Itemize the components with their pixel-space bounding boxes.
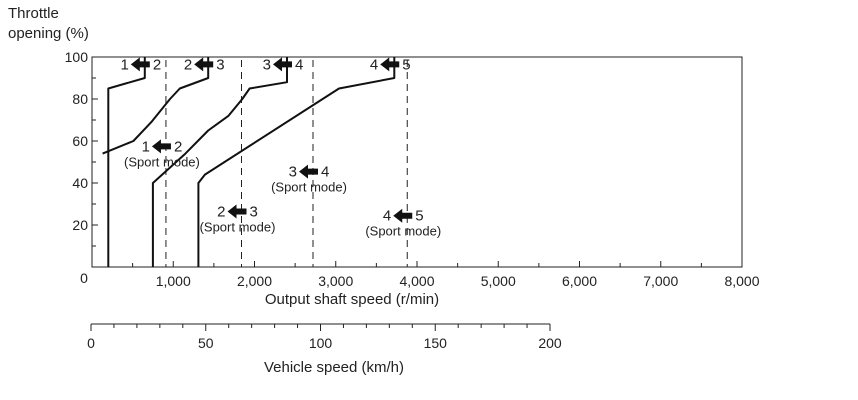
shift-from-label: 1 bbox=[142, 138, 150, 155]
shift-to-label: 3 bbox=[216, 56, 224, 73]
vehicle-tick-label: 200 bbox=[538, 335, 562, 351]
y-axis-label-line1: Throttle bbox=[8, 5, 59, 22]
shift-to-label: 5 bbox=[402, 56, 410, 73]
y-axis-label-line2: opening (%) bbox=[8, 25, 89, 42]
origin-label: 0 bbox=[80, 270, 88, 286]
sport-shift-label: 3 4(Sport mode) bbox=[271, 164, 347, 195]
y-axis: 20 40 60 80 100 bbox=[65, 49, 98, 247]
shift-curve-3 bbox=[151, 57, 288, 267]
sport-mode-text: (Sport mode) bbox=[124, 154, 200, 169]
shift-curves bbox=[102, 57, 396, 267]
vehicle-tick-label: 0 bbox=[87, 335, 95, 351]
x-tick-label: 5,000 bbox=[481, 273, 516, 289]
y-tick-label: 20 bbox=[72, 217, 88, 233]
y-tick-label: 60 bbox=[72, 133, 88, 149]
sport-mode-labels: 1 2(Sport mode)2 3(Sport mode)3 4(Sport mod… bbox=[124, 138, 441, 238]
shift-to-label: 3 bbox=[250, 204, 258, 221]
left-arrow-icon bbox=[380, 57, 400, 72]
sport-mode-text: (Sport mode) bbox=[271, 180, 347, 195]
shift-to-label: 4 bbox=[321, 164, 329, 181]
x-tick-label: 3,000 bbox=[318, 273, 353, 289]
y-tick-label: 100 bbox=[65, 49, 89, 65]
shift-curve-2 bbox=[102, 57, 210, 155]
vehicle-speed-axis: 0 50 100 150 200 bbox=[87, 323, 562, 351]
sport-shift-label: 2 3(Sport mode) bbox=[200, 204, 276, 235]
shift-to-label: 4 bbox=[295, 56, 303, 73]
sport-shift-label: 1 2(Sport mode) bbox=[124, 138, 200, 169]
left-arrow-icon bbox=[393, 208, 413, 223]
vehicle-tick-label: 50 bbox=[198, 335, 214, 351]
y-tick-label: 80 bbox=[72, 91, 88, 107]
vehicle-tick-label: 100 bbox=[309, 335, 333, 351]
shift-to-label: 5 bbox=[415, 208, 423, 225]
sport-mode-text: (Sport mode) bbox=[200, 220, 276, 235]
x-tick-label: 7,000 bbox=[643, 273, 678, 289]
vehicle-axis-label: Vehicle speed (km/h) bbox=[264, 359, 404, 376]
shift-from-label: 1 bbox=[120, 56, 128, 73]
y-tick-label: 40 bbox=[72, 175, 88, 191]
shift-from-label: 2 bbox=[184, 56, 192, 73]
shift-curve-1 bbox=[107, 57, 146, 267]
x-axis: 1,000 2,000 3,000 4,000 5,000 6,000 7,000 8,000 bbox=[132, 261, 760, 289]
shift-from-label: 4 bbox=[370, 56, 378, 73]
shift-from-label: 3 bbox=[289, 164, 297, 181]
left-arrow-icon bbox=[227, 204, 247, 219]
shift-from-label: 2 bbox=[217, 204, 225, 221]
x-tick-label: 1,000 bbox=[156, 273, 191, 289]
left-arrow-icon bbox=[130, 57, 150, 72]
sport-mode-text: (Sport mode) bbox=[365, 224, 441, 239]
dashed-lines bbox=[165, 60, 408, 267]
vehicle-tick-label: 150 bbox=[424, 335, 448, 351]
x-axis-label: Output shaft speed (r/min) bbox=[265, 291, 439, 308]
sport-shift-label: 4 5(Sport mode) bbox=[365, 208, 441, 239]
x-tick-label: 8,000 bbox=[724, 273, 759, 289]
left-arrow-icon bbox=[194, 57, 214, 72]
left-arrow-icon bbox=[151, 139, 171, 154]
x-tick-label: 4,000 bbox=[399, 273, 434, 289]
shift-from-label: 4 bbox=[383, 208, 391, 225]
left-arrow-icon bbox=[299, 164, 318, 179]
shift-to-label: 2 bbox=[153, 56, 161, 73]
x-tick-label: 6,000 bbox=[562, 273, 597, 289]
shift-curve-4 bbox=[197, 57, 396, 267]
shift-to-label: 2 bbox=[174, 138, 182, 155]
left-arrow-icon bbox=[273, 57, 292, 72]
x-tick-label: 2,000 bbox=[237, 273, 272, 289]
shift-from-label: 3 bbox=[263, 56, 271, 73]
